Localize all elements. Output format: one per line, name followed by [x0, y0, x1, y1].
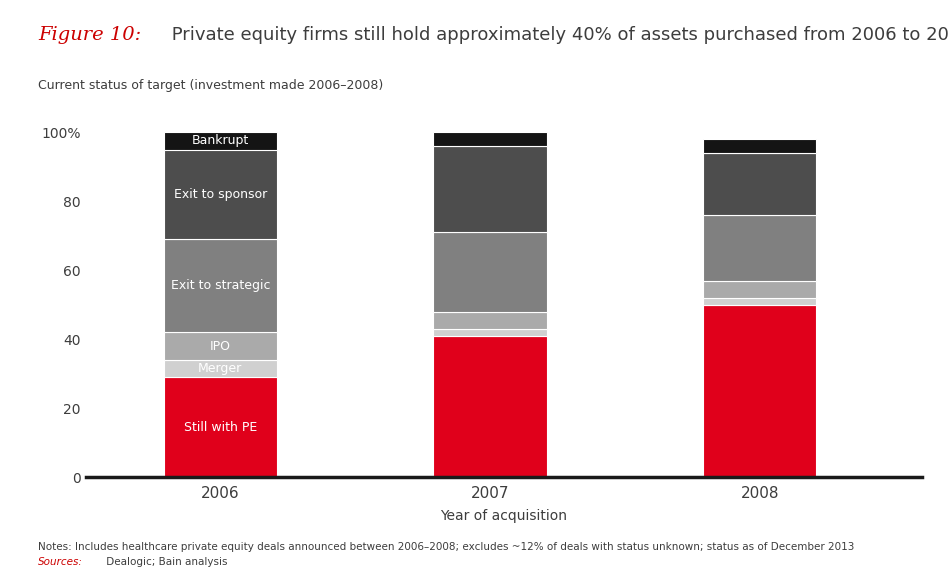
Bar: [433, 312, 546, 329]
Text: IPO: IPO: [210, 340, 231, 352]
Bar: [163, 377, 277, 477]
Text: Sources:: Sources:: [38, 557, 83, 566]
Text: Bankrupt: Bankrupt: [192, 135, 249, 147]
Bar: [163, 132, 277, 150]
Text: Dealogic; Bain analysis: Dealogic; Bain analysis: [103, 557, 227, 566]
Bar: [433, 336, 546, 477]
Bar: [433, 146, 546, 232]
Bar: [703, 139, 816, 153]
Text: Still with PE: Still with PE: [183, 421, 256, 434]
Text: Exit to strategic: Exit to strategic: [171, 279, 270, 292]
Text: Notes: Includes healthcare private equity deals announced between 2006–2008; exc: Notes: Includes healthcare private equit…: [38, 542, 854, 551]
Text: Exit to sponsor: Exit to sponsor: [174, 188, 267, 201]
Bar: [703, 281, 816, 298]
Text: Private equity firms still hold approximately 40% of assets purchased from 2006 : Private equity firms still hold approxim…: [166, 26, 950, 44]
Bar: [703, 153, 816, 215]
Bar: [163, 150, 277, 239]
Text: Merger: Merger: [199, 362, 242, 375]
Bar: [433, 329, 546, 336]
Bar: [703, 215, 816, 281]
Text: Figure 10:: Figure 10:: [38, 26, 142, 44]
Bar: [163, 360, 277, 377]
Text: Current status of target (investment made 2006–2008): Current status of target (investment mad…: [38, 79, 383, 93]
Bar: [703, 305, 816, 477]
Bar: [703, 298, 816, 305]
Bar: [433, 232, 546, 312]
X-axis label: Year of acquisition: Year of acquisition: [440, 509, 567, 523]
Bar: [163, 239, 277, 332]
Bar: [163, 332, 277, 360]
Bar: [433, 132, 546, 146]
